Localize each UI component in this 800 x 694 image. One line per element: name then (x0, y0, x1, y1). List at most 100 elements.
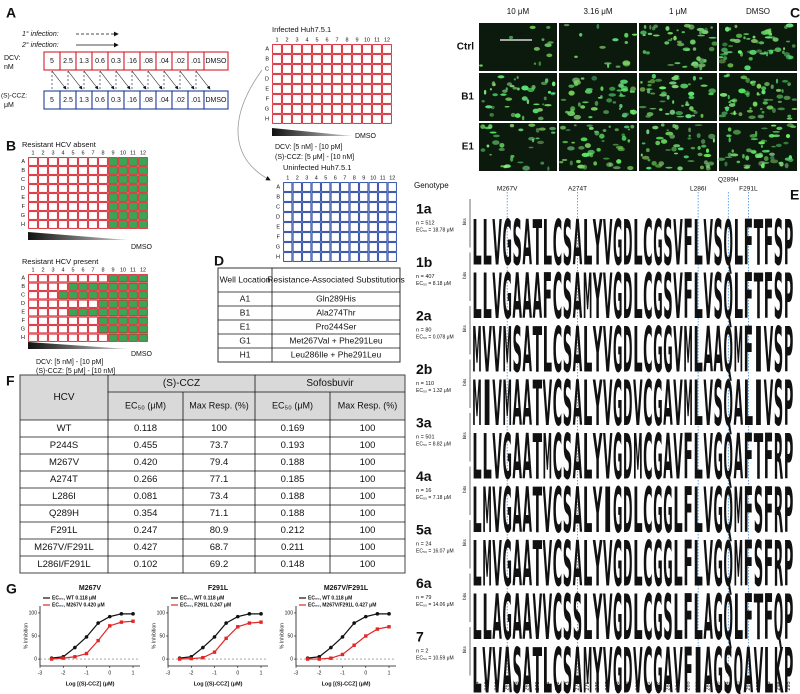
well (118, 333, 128, 342)
fluorescent-cell (537, 116, 544, 121)
logo-letter: V (603, 421, 612, 494)
well (272, 114, 282, 124)
logo-letter: L (673, 528, 682, 601)
well (349, 192, 359, 202)
row-label: B1 (461, 92, 474, 103)
well (368, 222, 378, 232)
fluorescent-cell (642, 50, 647, 54)
logo-letter: G (714, 528, 723, 601)
genotype-n: n = 110 (416, 381, 434, 387)
genotype-label: 2a (416, 308, 432, 324)
well (138, 193, 148, 202)
well (108, 175, 118, 184)
fluorescent-cell (665, 131, 674, 136)
dilution-label: .16 (127, 58, 137, 65)
fluorescent-cell (680, 83, 689, 89)
fluorescent-cell (783, 47, 786, 51)
dilution-label: 0.3 (111, 97, 121, 104)
genotype-ec50: EC₅₀ = 8.82 μM (416, 441, 451, 447)
table-cell: G1 (239, 335, 251, 345)
fluorescent-cell (777, 107, 786, 111)
logo-letter: V (603, 528, 612, 601)
fluorescent-cell (785, 133, 791, 139)
well (311, 252, 321, 262)
well (292, 94, 302, 104)
well (322, 114, 332, 124)
fluorescent-cell (669, 81, 677, 85)
logo-letter: L (583, 367, 592, 440)
data-point (96, 621, 100, 625)
fluorescent-cell (612, 143, 619, 146)
dilution-cell (203, 51, 229, 71)
plate-column-label: 12 (389, 175, 395, 181)
plate-row-label: E (265, 86, 269, 92)
plate-column-label: 7 (91, 267, 94, 273)
well (38, 202, 48, 211)
logo-letter: A (573, 314, 582, 387)
well (98, 193, 108, 202)
fluorescent-cell (760, 139, 766, 143)
logo-letter: C (553, 581, 562, 654)
logo-letter: S (754, 474, 763, 547)
data-point (305, 657, 310, 661)
panel-label: E (790, 187, 799, 203)
fluorescent-cell (677, 147, 684, 151)
well (282, 104, 292, 114)
fluorescent-cell (535, 137, 540, 140)
table-cell: 100 (360, 542, 376, 553)
fluorescent-cell (786, 117, 793, 120)
logo-axis-label: bits (462, 485, 467, 493)
plate-column-label: 4 (305, 37, 308, 43)
well (302, 94, 312, 104)
well (88, 316, 98, 325)
plate-row-label: E (21, 310, 25, 316)
well (292, 222, 302, 232)
table-cell: 0.427 (134, 542, 158, 553)
fluorescent-cell (547, 90, 552, 94)
logo-letter: M (583, 260, 592, 333)
fluorescent-cell (599, 45, 606, 49)
fluorescent-cell (791, 98, 797, 101)
table-cell: 0.420 (134, 457, 158, 468)
well (322, 94, 332, 104)
fluorescent-cell (760, 163, 765, 169)
well (311, 222, 321, 232)
well (108, 282, 118, 291)
well (387, 232, 397, 242)
fluorescent-cell (573, 114, 581, 120)
fluorescent-cell (491, 81, 496, 87)
well (128, 291, 138, 300)
fluorescent-cell (728, 101, 732, 104)
fluorescent-cell (584, 89, 593, 94)
fluorescent-cell (622, 60, 631, 66)
well (362, 54, 372, 64)
plate-column-label: 9 (111, 150, 114, 156)
x-tick-label: 0 (108, 670, 111, 676)
data-point (131, 619, 135, 623)
well (387, 252, 397, 262)
x-tick-label: -1 (84, 670, 89, 676)
column-label: 1 μM (669, 7, 687, 16)
y-tick-label: 100 (285, 610, 294, 616)
logo-letter: A (573, 421, 582, 494)
logo-letter: V (492, 635, 501, 694)
logo-letter: G (613, 581, 622, 654)
logo-letter: V (492, 474, 501, 547)
fluorescent-cell (722, 42, 728, 47)
transfer-arrow (67, 70, 83, 90)
plate-column-label: 9 (355, 37, 358, 43)
data-point (107, 614, 112, 619)
fluorescent-cell (770, 84, 774, 90)
plate-row-label: B (276, 194, 280, 200)
well (272, 94, 282, 104)
table-cell: F291L (51, 525, 78, 536)
dilution-label: .04 (159, 97, 169, 104)
fluorescent-cell (727, 45, 734, 47)
fluorescent-cell (669, 109, 676, 115)
plate-column-label: 5 (71, 267, 74, 273)
well (352, 84, 362, 94)
well (88, 211, 98, 220)
panel-label: B (6, 138, 16, 154)
logo-letter: D (623, 207, 632, 280)
